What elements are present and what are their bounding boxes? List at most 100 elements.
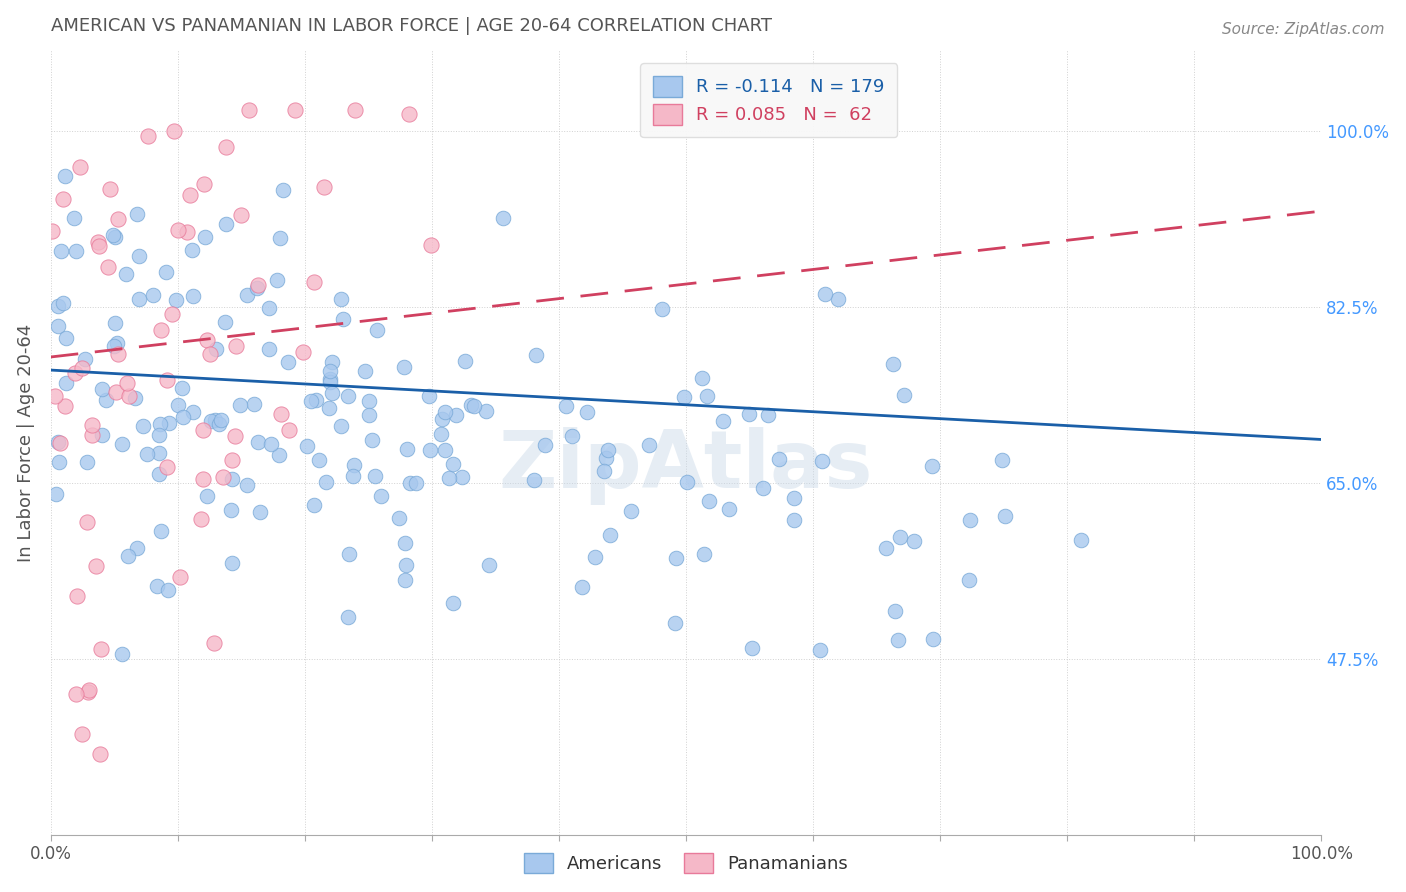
Point xyxy=(478,558,501,573)
Point xyxy=(107,212,129,227)
Point xyxy=(172,380,194,394)
Point xyxy=(149,323,172,337)
Point xyxy=(319,375,342,389)
Point xyxy=(292,345,315,359)
Point xyxy=(70,360,93,375)
Point xyxy=(887,632,910,647)
Point xyxy=(221,557,243,571)
Point xyxy=(266,273,288,287)
Point xyxy=(110,647,132,661)
Point xyxy=(69,160,91,174)
Point xyxy=(138,128,160,143)
Point xyxy=(696,389,718,403)
Point xyxy=(318,364,340,378)
Text: ZipAtlas: ZipAtlas xyxy=(499,427,873,505)
Point xyxy=(132,419,155,434)
Point xyxy=(48,434,70,449)
Point xyxy=(959,513,981,527)
Point xyxy=(336,609,359,624)
Point xyxy=(337,547,360,561)
Point xyxy=(446,408,468,422)
Point xyxy=(271,183,294,197)
Point xyxy=(576,405,599,419)
Point xyxy=(117,376,139,391)
Point xyxy=(87,235,110,250)
Point xyxy=(592,464,614,478)
Point xyxy=(524,348,547,362)
Point xyxy=(319,372,342,386)
Point xyxy=(690,370,713,384)
Point xyxy=(875,541,897,555)
Point xyxy=(561,429,583,443)
Point xyxy=(463,399,485,413)
Point xyxy=(205,342,228,356)
Point xyxy=(434,442,457,457)
Point xyxy=(114,267,136,281)
Point xyxy=(363,469,385,483)
Point xyxy=(155,265,177,279)
Point xyxy=(246,278,269,293)
Point xyxy=(90,428,112,442)
Point xyxy=(65,244,87,259)
Point xyxy=(89,747,111,762)
Point xyxy=(299,394,322,409)
Point xyxy=(433,405,456,419)
Point xyxy=(104,316,127,330)
Point xyxy=(136,447,159,461)
Point xyxy=(52,296,75,310)
Point xyxy=(269,448,291,462)
Point xyxy=(117,549,139,563)
Point xyxy=(693,547,716,561)
Text: AMERICAN VS PANAMANIAN IN LABOR FORCE | AGE 20-64 CORRELATION CHART: AMERICAN VS PANAMANIAN IN LABOR FORCE | … xyxy=(51,17,772,35)
Point xyxy=(399,476,422,491)
Point xyxy=(66,589,89,603)
Point xyxy=(675,475,697,489)
Point xyxy=(673,391,696,405)
Point xyxy=(808,642,831,657)
Point xyxy=(598,442,620,457)
Point xyxy=(903,534,925,549)
Point xyxy=(111,437,134,451)
Point xyxy=(388,511,411,525)
Point xyxy=(430,426,453,441)
Point xyxy=(534,438,557,452)
Point xyxy=(49,436,72,450)
Point xyxy=(236,478,259,492)
Point xyxy=(63,211,86,225)
Point xyxy=(889,530,911,544)
Point xyxy=(163,124,186,138)
Point xyxy=(76,515,98,529)
Point xyxy=(583,550,606,565)
Point xyxy=(195,333,218,347)
Point xyxy=(118,389,141,403)
Point xyxy=(169,570,191,584)
Point xyxy=(94,392,117,407)
Point xyxy=(107,347,129,361)
Point xyxy=(157,416,180,430)
Point xyxy=(257,301,280,316)
Point xyxy=(156,373,179,387)
Point xyxy=(337,389,360,403)
Point xyxy=(166,398,188,412)
Point xyxy=(148,428,170,442)
Point xyxy=(783,491,806,505)
Point xyxy=(783,513,806,527)
Point xyxy=(304,275,326,289)
Point xyxy=(922,632,945,647)
Point xyxy=(44,389,66,403)
Point xyxy=(127,207,149,221)
Point xyxy=(405,476,427,491)
Point xyxy=(361,433,384,447)
Point xyxy=(84,558,107,573)
Point xyxy=(195,489,218,503)
Point xyxy=(80,428,103,442)
Point xyxy=(181,289,204,303)
Point xyxy=(357,409,380,423)
Point xyxy=(125,541,148,555)
Point xyxy=(277,354,299,368)
Point xyxy=(893,387,915,401)
Point xyxy=(571,580,593,594)
Point xyxy=(145,579,167,593)
Point xyxy=(204,413,226,427)
Point xyxy=(884,604,907,618)
